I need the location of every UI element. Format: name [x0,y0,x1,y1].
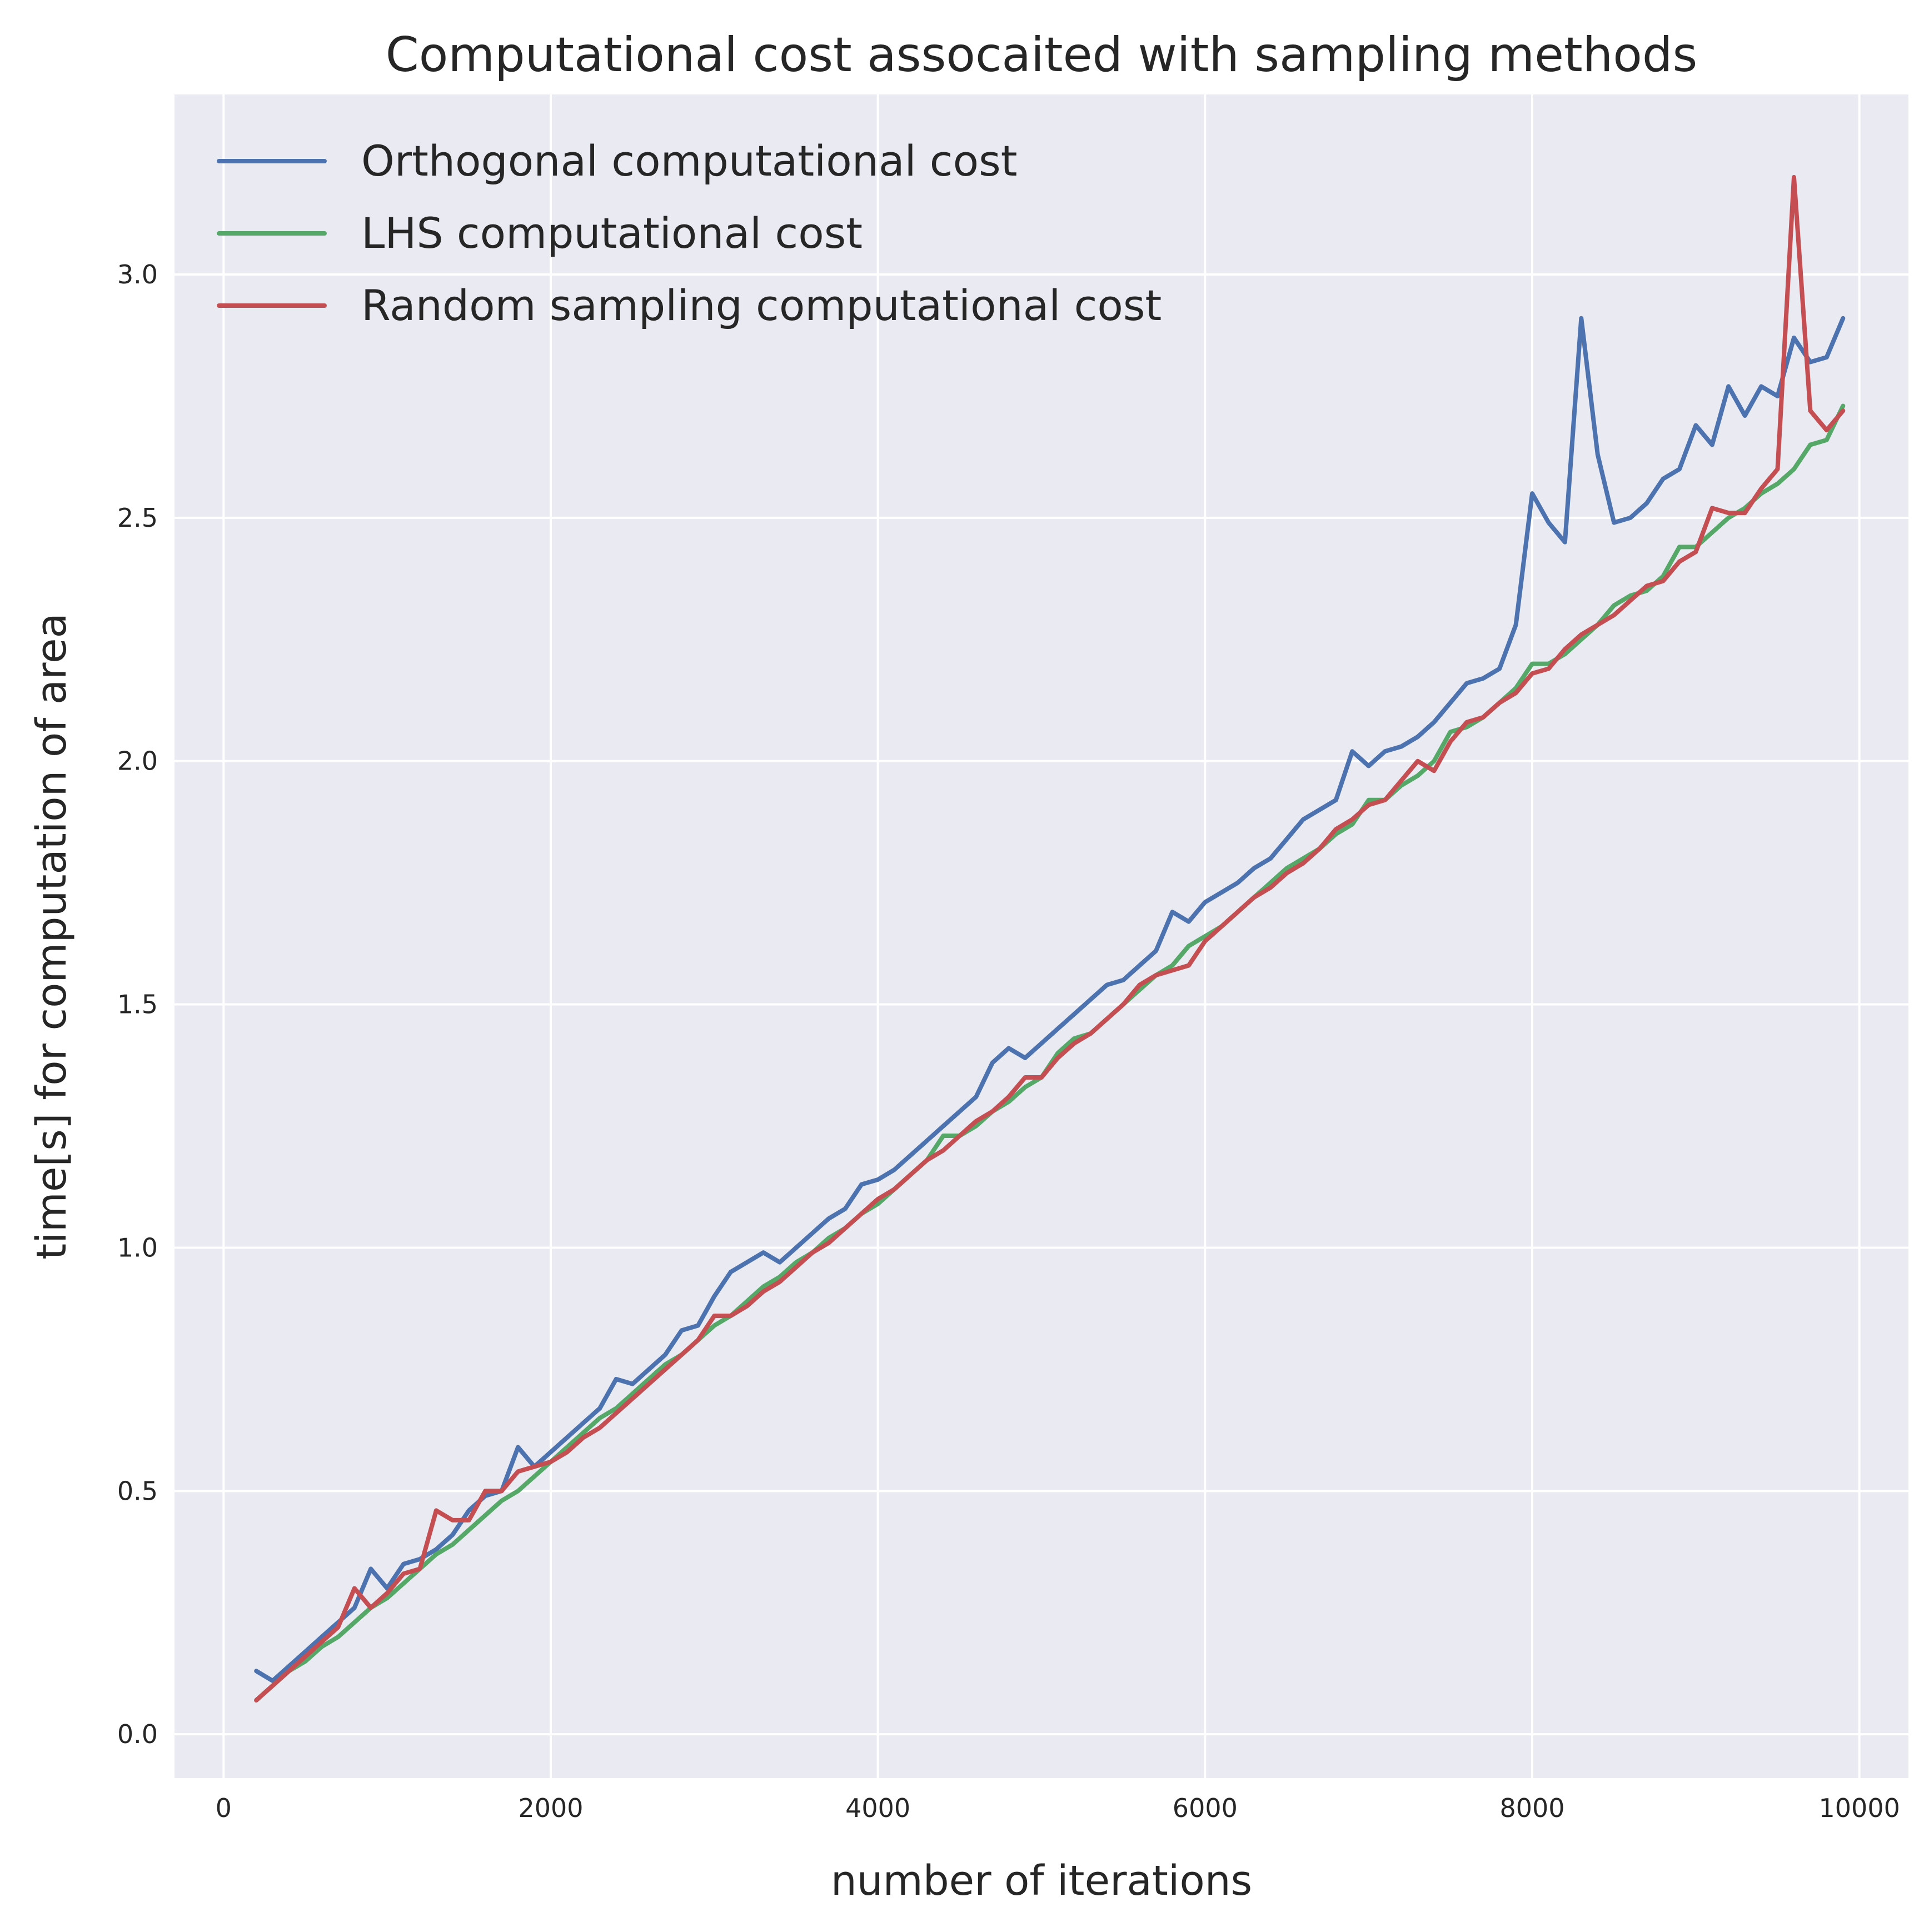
x-axis-label: number of iterations [831,1857,1252,1905]
x-tick-label: 2000 [518,1793,583,1823]
x-tick-label: 4000 [845,1793,910,1823]
gridlines [175,94,1908,1778]
y-tick-label: 1.0 [117,1232,158,1262]
chart-title: Computational cost assocaited with sampl… [386,27,1698,83]
plot-background [175,94,1908,1778]
legend: Orthogonal computational cost LHS computa… [217,136,1162,330]
y-tick-labels: 0.0 0.5 1.0 1.5 2.0 2.5 3.0 [117,259,158,1749]
y-tick-label: 0.0 [117,1719,158,1749]
y-tick-label: 2.0 [117,746,158,776]
series-line-3 [254,174,1846,1703]
legend-label-2: LHS computational cost [361,208,863,258]
series-line-1 [254,316,1846,1683]
series-lines [254,174,1846,1703]
legend-label-1: Orthogonal computational cost [361,136,1018,186]
y-tick-label: 1.5 [117,990,158,1020]
x-tick-label: 0 [216,1793,232,1823]
x-tick-label: 8000 [1499,1793,1564,1823]
y-tick-label: 3.0 [117,259,158,289]
y-tick-label: 2.5 [117,503,158,533]
x-tick-labels: 0 2000 4000 6000 8000 10000 [216,1793,1900,1823]
legend-label-3: Random sampling computational cost [361,281,1162,330]
x-tick-label: 6000 [1173,1793,1238,1823]
y-tick-label: 0.5 [117,1476,158,1506]
x-tick-label: 10000 [1819,1793,1900,1823]
y-axis-label: time[s] for computation of area [28,613,76,1260]
